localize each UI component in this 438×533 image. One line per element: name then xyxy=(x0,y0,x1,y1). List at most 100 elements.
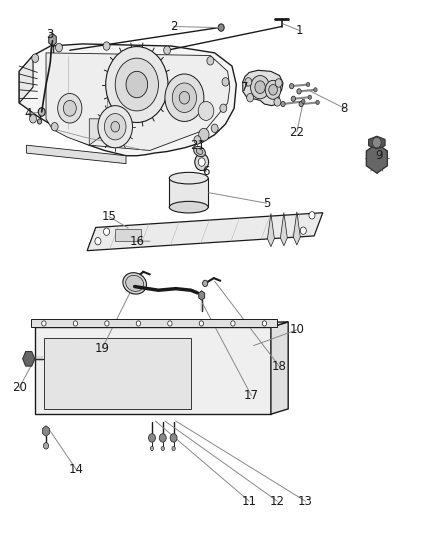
Circle shape xyxy=(247,93,254,102)
Text: 17: 17 xyxy=(244,389,259,402)
Circle shape xyxy=(64,100,76,116)
FancyBboxPatch shape xyxy=(169,178,208,207)
Polygon shape xyxy=(35,327,271,414)
Polygon shape xyxy=(87,213,323,251)
Circle shape xyxy=(95,238,101,245)
Polygon shape xyxy=(369,136,385,149)
Circle shape xyxy=(207,56,214,65)
Circle shape xyxy=(104,114,126,140)
Circle shape xyxy=(199,321,204,326)
Circle shape xyxy=(198,158,205,166)
Ellipse shape xyxy=(169,172,208,184)
Circle shape xyxy=(251,76,270,99)
Circle shape xyxy=(168,321,172,326)
Circle shape xyxy=(372,138,381,148)
Circle shape xyxy=(43,443,49,449)
Circle shape xyxy=(275,79,282,87)
Text: 12: 12 xyxy=(270,495,285,508)
Circle shape xyxy=(56,43,63,52)
Circle shape xyxy=(222,78,229,86)
Polygon shape xyxy=(293,212,300,245)
Circle shape xyxy=(148,434,155,442)
Circle shape xyxy=(308,95,311,99)
Ellipse shape xyxy=(196,149,203,155)
Circle shape xyxy=(290,84,294,89)
Polygon shape xyxy=(31,319,277,327)
Circle shape xyxy=(103,42,110,50)
Circle shape xyxy=(202,280,208,287)
Circle shape xyxy=(281,101,285,107)
Text: 8: 8 xyxy=(341,102,348,115)
Circle shape xyxy=(220,104,227,112)
Circle shape xyxy=(37,119,42,124)
Polygon shape xyxy=(199,291,205,300)
Text: 11: 11 xyxy=(242,495,257,508)
Polygon shape xyxy=(280,213,287,246)
Text: 5: 5 xyxy=(263,197,270,209)
Polygon shape xyxy=(19,55,33,103)
Circle shape xyxy=(30,115,36,123)
Circle shape xyxy=(42,321,46,326)
Circle shape xyxy=(195,154,208,171)
Circle shape xyxy=(136,321,141,326)
Circle shape xyxy=(194,136,201,144)
Circle shape xyxy=(106,46,168,123)
Circle shape xyxy=(164,46,170,54)
Circle shape xyxy=(111,122,120,132)
Circle shape xyxy=(300,227,306,235)
Circle shape xyxy=(274,98,281,106)
Polygon shape xyxy=(89,119,124,145)
Text: 22: 22 xyxy=(290,125,304,139)
Text: 15: 15 xyxy=(101,210,116,223)
Circle shape xyxy=(309,212,315,219)
Ellipse shape xyxy=(169,201,208,213)
Polygon shape xyxy=(42,426,49,437)
Circle shape xyxy=(165,74,204,122)
Circle shape xyxy=(299,101,304,107)
Circle shape xyxy=(297,89,301,94)
Text: 19: 19 xyxy=(95,342,110,355)
Polygon shape xyxy=(271,322,288,414)
Circle shape xyxy=(126,71,148,98)
Polygon shape xyxy=(268,213,274,247)
Circle shape xyxy=(103,228,110,236)
Polygon shape xyxy=(115,229,141,241)
Ellipse shape xyxy=(126,276,144,292)
Circle shape xyxy=(32,54,39,62)
Circle shape xyxy=(245,78,252,86)
Circle shape xyxy=(291,96,296,101)
Text: 13: 13 xyxy=(298,495,313,508)
Text: 3: 3 xyxy=(46,28,53,41)
Circle shape xyxy=(73,321,78,326)
Circle shape xyxy=(198,101,214,120)
Circle shape xyxy=(161,446,165,450)
Circle shape xyxy=(38,108,45,116)
Circle shape xyxy=(105,321,109,326)
Circle shape xyxy=(262,321,267,326)
Polygon shape xyxy=(23,351,35,366)
Text: 18: 18 xyxy=(272,360,287,373)
Circle shape xyxy=(159,434,166,442)
Text: 10: 10 xyxy=(290,324,304,336)
Circle shape xyxy=(115,58,159,111)
Circle shape xyxy=(170,434,177,442)
Ellipse shape xyxy=(194,147,205,157)
Circle shape xyxy=(302,99,305,103)
Text: 6: 6 xyxy=(202,165,210,178)
Circle shape xyxy=(316,100,319,104)
Circle shape xyxy=(98,106,133,148)
Circle shape xyxy=(231,321,235,326)
Text: 16: 16 xyxy=(129,235,145,248)
Circle shape xyxy=(218,24,224,31)
Text: 20: 20 xyxy=(12,381,27,394)
Circle shape xyxy=(150,446,154,450)
Polygon shape xyxy=(35,322,288,327)
Polygon shape xyxy=(19,44,236,156)
Text: 1: 1 xyxy=(295,23,303,37)
Circle shape xyxy=(58,93,82,123)
Circle shape xyxy=(51,123,58,131)
Text: 7: 7 xyxy=(241,80,249,94)
Circle shape xyxy=(211,124,218,133)
Polygon shape xyxy=(366,143,387,173)
Polygon shape xyxy=(49,34,56,46)
